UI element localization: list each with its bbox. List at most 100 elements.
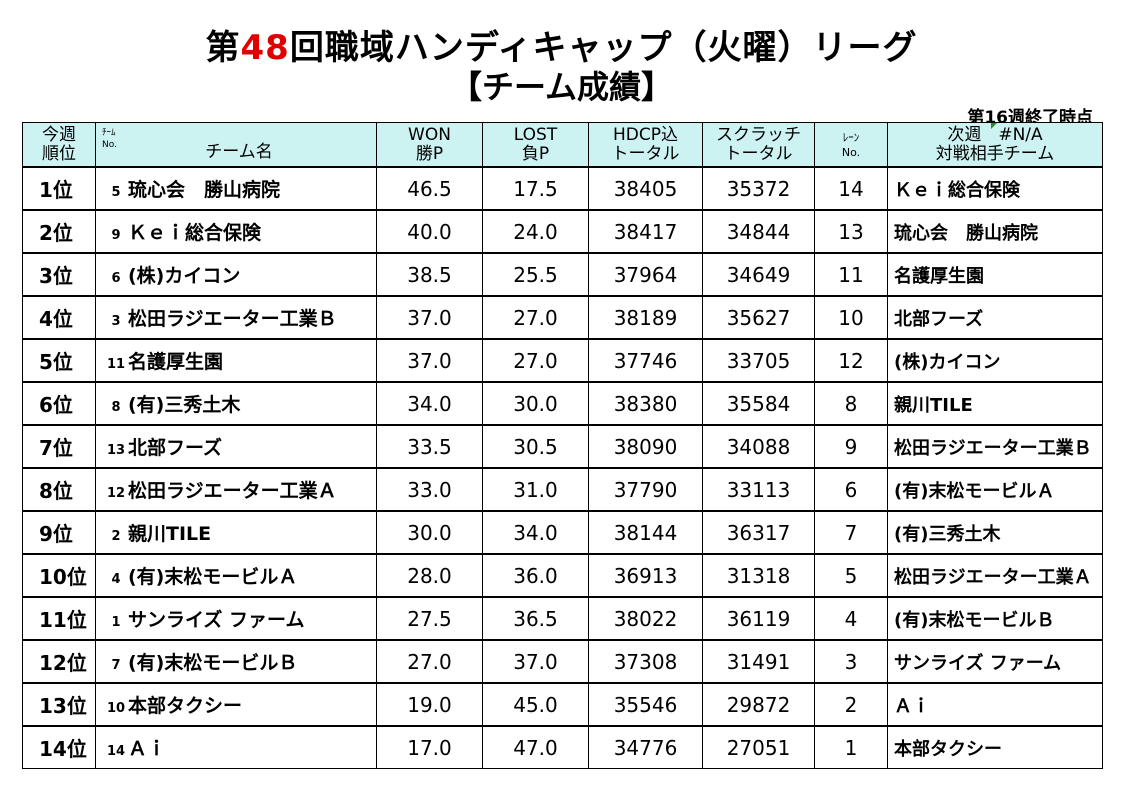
lane-cell: 7 (814, 510, 888, 555)
table-row: 13位 10 本部タクシー 19.0 45.0 35546 29872 2 Ａｉ (22, 682, 1103, 727)
team-cell: 3 松田ラジエーター工業Ｂ (95, 295, 377, 340)
team-number: 3 (111, 314, 121, 329)
lost-cell: 45.0 (482, 682, 589, 727)
title-prefix: 第 (205, 28, 241, 68)
na-value: #N/A (998, 124, 1043, 145)
scratch-total-cell: 36119 (702, 596, 815, 641)
table-row: 9位 2 親川TILE 30.0 34.0 38144 36317 7 (有)三秀土木 (22, 510, 1103, 555)
header-team-name: チーム名 (205, 142, 273, 162)
team-number: 9 (111, 228, 121, 243)
header-won: WON 勝P (376, 122, 483, 168)
table-row: 1位 5 琉心会 勝山病院 46.5 17.5 38405 35372 14 Ｋｅｉ総合保険 (22, 166, 1103, 211)
next-opponent-cell: 北部フーズ (887, 295, 1103, 340)
hdcp-total-cell: 38405 (588, 166, 703, 211)
lost-cell: 30.0 (482, 381, 589, 426)
header-next-opponent: 次週 #N/A 対戦相手チーム (887, 122, 1103, 168)
hdcp-total-cell: 38417 (588, 209, 703, 254)
scratch-total-cell: 33113 (702, 467, 815, 512)
won-cell: 33.0 (376, 467, 483, 512)
team-number: 7 (111, 658, 121, 673)
lane-cell: 8 (814, 381, 888, 426)
scratch-total-cell: 35627 (702, 295, 815, 340)
team-number: 1 (111, 615, 121, 630)
lane-cell: 10 (814, 295, 888, 340)
next-opponent-cell: (有)末松モービルＡ (887, 467, 1103, 512)
next-opponent-cell: 名護厚生園 (887, 252, 1103, 297)
hdcp-total-cell: 38090 (588, 424, 703, 469)
lost-cell: 25.5 (482, 252, 589, 297)
won-cell: 27.0 (376, 639, 483, 684)
rank-cell: 6位 (22, 381, 96, 426)
lost-cell: 24.0 (482, 209, 589, 254)
hdcp-total-cell: 37746 (588, 338, 703, 383)
won-cell: 19.0 (376, 682, 483, 727)
header-rank: 今週 順位 (22, 122, 96, 168)
won-cell: 28.0 (376, 553, 483, 598)
next-opponent-cell: 親川TILE (887, 381, 1103, 426)
team-cell: 5 琉心会 勝山病院 (95, 166, 377, 211)
hdcp-total-cell: 34776 (588, 725, 703, 769)
next-opponent-cell: (有)三秀土木 (887, 510, 1103, 555)
rank-cell: 10位 (22, 553, 96, 598)
scratch-total-cell: 27051 (702, 725, 815, 769)
table-row: 10位 4 (有)末松モービルＡ 28.0 36.0 36913 31318 5 松田ラジエータ… (22, 553, 1103, 598)
rank-cell: 14位 (22, 725, 96, 769)
rank-cell: 8位 (22, 467, 96, 512)
header-hdcp-total: HDCP込 トータル (588, 122, 703, 168)
team-name: 北部フーズ (128, 437, 223, 459)
scratch-total-cell: 35584 (702, 381, 815, 426)
team-number: 13 (106, 443, 126, 458)
team-cell: 8 (有)三秀土木 (95, 381, 377, 426)
rank-cell: 9位 (22, 510, 96, 555)
table-row: 8位 12 松田ラジエーター工業Ａ 33.0 31.0 37790 33113 6 (有)末松モ… (22, 467, 1103, 512)
rank-cell: 1位 (22, 166, 96, 211)
next-opponent-cell: Ｋｅｉ総合保険 (887, 166, 1103, 211)
team-name: (有)三秀土木 (128, 394, 241, 416)
lane-cell: 2 (814, 682, 888, 727)
lane-cell: 11 (814, 252, 888, 297)
won-cell: 37.0 (376, 338, 483, 383)
team-name: Ａｉ (128, 738, 167, 760)
table-row: 5位 11 名護厚生園 37.0 27.0 37746 33705 12 (株)カイコン (22, 338, 1103, 383)
rank-cell: 3位 (22, 252, 96, 297)
won-cell: 30.0 (376, 510, 483, 555)
team-cell: 4 (有)末松モービルＡ (95, 553, 377, 598)
team-number: 10 (106, 701, 126, 716)
lane-cell: 5 (814, 553, 888, 598)
scratch-total-cell: 34088 (702, 424, 815, 469)
hdcp-total-cell: 35546 (588, 682, 703, 727)
table-row: 7位 13 北部フーズ 33.5 30.5 38090 34088 9 松田ラジエーター工業Ｂ (22, 424, 1103, 469)
lane-cell: 6 (814, 467, 888, 512)
team-number: 5 (111, 185, 121, 200)
rank-cell: 2位 (22, 209, 96, 254)
lane-cell: 13 (814, 209, 888, 254)
lane-cell: 1 (814, 725, 888, 769)
error-flag-icon (991, 122, 998, 129)
team-name: (株)カイコン (128, 265, 241, 287)
lost-cell: 36.0 (482, 553, 589, 598)
lost-cell: 27.0 (482, 295, 589, 340)
standings-table: 今週 順位 ﾁｰﾑ No. チーム名 WON 勝P LOST 負P HDCP込 トータル ス… (22, 122, 1103, 769)
hdcp-total-cell: 37308 (588, 639, 703, 684)
page-subtitle: 【チーム成績】 (449, 68, 674, 106)
lost-cell: 34.0 (482, 510, 589, 555)
team-name: (有)末松モービルＢ (128, 652, 298, 674)
next-opponent-cell: サンライズ ファーム (887, 639, 1103, 684)
team-name: サンライズ ファーム (128, 609, 305, 631)
won-cell: 46.5 (376, 166, 483, 211)
table-row: 2位 9 Ｋｅｉ総合保険 40.0 24.0 38417 34844 13 琉心会 勝山病院 (22, 209, 1103, 254)
scratch-total-cell: 29872 (702, 682, 815, 727)
team-name: 松田ラジエーター工業Ｂ (128, 308, 337, 330)
table-row: 12位 7 (有)末松モービルＢ 27.0 37.0 37308 31491 3 サンライズ フ… (22, 639, 1103, 684)
header-lane: ﾚｰﾝ No. (814, 122, 888, 168)
lane-cell: 14 (814, 166, 888, 211)
lost-cell: 30.5 (482, 424, 589, 469)
title-suffix: 回職域ハンディキャップ（火曜）リーグ (289, 28, 918, 68)
won-cell: 40.0 (376, 209, 483, 254)
page-title: 第48回職域ハンディキャップ（火曜）リーグ (0, 20, 1123, 69)
team-number: 14 (106, 744, 126, 759)
team-cell: 13 北部フーズ (95, 424, 377, 469)
hdcp-total-cell: 38022 (588, 596, 703, 641)
header-scratch-total: スクラッチ トータル (702, 122, 815, 168)
lost-cell: 47.0 (482, 725, 589, 769)
